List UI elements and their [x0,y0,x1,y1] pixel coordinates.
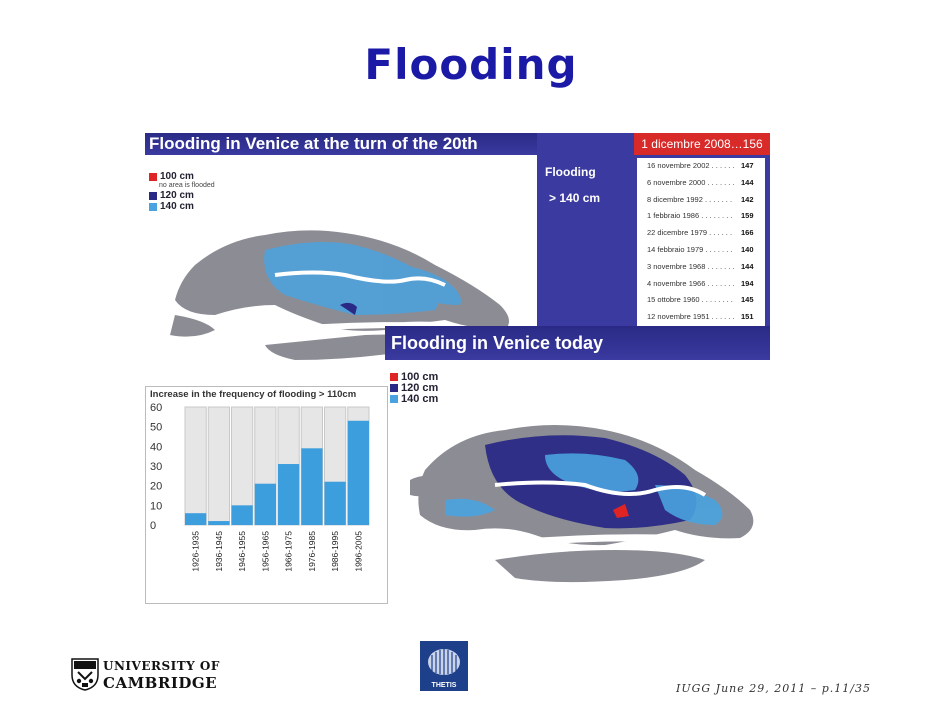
thetis-logo-icon: THETIS [420,641,468,691]
record-date: 1 febbraio 1986 . . . . . . . . [647,211,733,221]
venice-map-20th-century [170,230,509,360]
record-row: 15 ottobre 1960 . . . . . . . . 145 [637,292,765,309]
x-tick-label: 1976-1985 [307,531,317,572]
legend-item: 140 cm [149,201,215,212]
light-blue-swatch [390,394,398,403]
y-tick-label: 50 [150,422,162,434]
legend-label: 120 cm [160,190,194,201]
record-value: 159 [741,211,754,221]
side-label-threshold: > 140 cm [549,191,601,205]
record-row: 12 novembre 1951 . . . . . . 151 [637,309,765,326]
record-row: 22 dicembre 1979 . . . . . . 166 [637,225,765,242]
record-row: 16 novembre 2002 . . . . . . 147 [637,158,765,175]
record-value: 142 [741,194,754,204]
legend-label: 100 cm [160,171,194,182]
legend-label: 140 cm [401,392,439,405]
record-row: 6 novembre 2000 . . . . . . . 144 [637,175,765,192]
flood-frequency-chart-panel: Increase in the frequency of flooding > … [145,386,388,604]
today-map-legend: 100 cm 120 cm 140 cm [390,370,439,405]
bar [324,481,346,525]
legend-item: 120 cm [390,381,439,394]
record-value: 166 [741,228,754,238]
bar [278,464,300,525]
record-date: 16 novembre 2002 . . . . . . [647,161,735,170]
red-swatch [390,372,398,381]
dark-blue-swatch [390,383,398,392]
record-date: 6 novembre 2000 . . . . . . . [647,177,735,187]
record-value: 147 [741,161,754,170]
x-tick-label: 1956-1965 [260,531,270,572]
y-tick-label: 20 [150,481,162,493]
chart-title: Increase in the frequency of flooding > … [150,389,357,400]
bar-background [207,406,230,526]
slide-footer: IUGG June 29, 2011 – p.11/35 [676,682,871,695]
y-tick-label: 60 [150,402,162,414]
record-date: 14 febbraio 1979 . . . . . . . [647,244,733,254]
x-tick-label: 1996-2005 [353,531,363,572]
x-tick-label: 1936-1945 [214,531,224,572]
record-header: 1 dicembre 2008…156 [634,133,770,155]
legend-item: 100 cm [390,370,439,383]
legend-label: 120 cm [401,381,439,394]
record-date: 15 ottobre 1960 . . . . . . . . [647,295,733,305]
bar-background [184,406,207,526]
venice-map-today [410,425,754,583]
record-date: 22 dicembre 1979 . . . . . . [647,228,733,238]
light-blue-swatch [149,202,157,211]
y-tick-label: 30 [150,461,162,473]
record-row: 4 novembre 1966 . . . . . . . 194 [637,276,765,293]
side-label-flooding: Flooding [545,165,596,179]
legend-item: 100 cm [149,171,215,182]
bar [231,505,253,525]
record-row: 3 novembre 1968 . . . . . . . 144 [637,259,765,276]
today-map-panel: Flooding in Venice today 100 cm 120 cm [385,326,770,606]
record-value: 144 [741,261,754,271]
record-row: 14 febbraio 1979 . . . . . . . 140 [637,242,765,259]
bar [208,521,230,525]
logo-line-1: UNIVERSITY OF [103,659,220,673]
bar [347,420,369,525]
today-map-title: Flooding in Venice today [385,326,770,360]
slide-title: Flooding [364,40,578,89]
record-date: 12 novembre 1951 . . . . . . [647,312,735,322]
x-tick-label: 1926-1935 [191,531,201,572]
top-map-legend: 100 cm no area is flooded 120 cm 140 cm [149,171,215,212]
top-map-title: Flooding in Venice at the turn of the 20… [145,133,537,175]
record-row: 1 febbraio 1986 . . . . . . . . 159 [637,208,765,225]
bar [185,513,207,525]
record-value: 194 [741,278,754,288]
top-map-panel: Flooding in Venice at the turn of the 20… [145,133,770,403]
record-date: 3 novembre 1968 . . . . . . . [647,261,735,271]
record-value: 151 [741,312,754,322]
university-of-cambridge-logo: UNIVERSITY OF CAMBRIDGE [103,659,220,692]
record-value: 140 [741,244,754,254]
record-date: 8 dicembre 1992 . . . . . . . [647,194,733,204]
legend-label: 140 cm [160,201,194,212]
legend-item: 120 cm [149,190,215,201]
dark-blue-swatch [149,191,157,200]
cambridge-crest-icon [71,658,99,691]
record-row: 8 dicembre 1992 . . . . . . . 142 [637,192,765,209]
x-tick-label: 1946-1955 [237,531,247,572]
flooding-threshold-label: Flooding > 140 cm [537,133,634,329]
x-tick-label: 1986-1995 [330,531,340,572]
record-list: 16 novembre 2002 . . . . . . 147 6 novembr… [637,158,765,326]
bar [301,448,323,525]
record-value: 145 [741,295,754,305]
legend-item: 140 cm [390,392,439,405]
logo-line-2: CAMBRIDGE [103,674,218,692]
y-tick-label: 10 [150,500,162,512]
flood-frequency-chart: 60 50 40 30 20 10 0 1926-1935 1936-1945 1946-1955… [150,402,370,572]
record-value: 144 [741,177,754,187]
x-tick-label: 1966-1975 [284,531,294,572]
y-tick-label: 0 [150,520,156,532]
legend-note: no area is flooded [159,182,215,189]
flood-records-box: 1 dicembre 2008…156 16 novembre 2002 . .… [634,133,770,329]
red-swatch [149,172,157,181]
legend-label: 100 cm [401,370,439,383]
record-date: 4 novembre 1966 . . . . . . . [647,278,735,288]
bar [254,483,276,525]
y-tick-label: 40 [150,441,162,453]
thetis-label: THETIS [432,682,457,689]
